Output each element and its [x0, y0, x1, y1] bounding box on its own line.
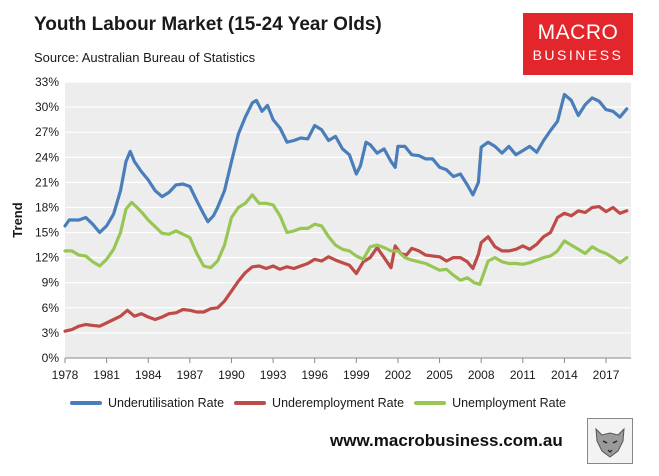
y-tick-label: 0% — [42, 351, 60, 365]
y-tick-label: 24% — [35, 150, 59, 164]
y-tick-label: 27% — [35, 125, 59, 139]
legend-swatch-underemployment — [234, 401, 267, 405]
legend-item-underutilisation: Underutilisation Rate — [70, 396, 224, 410]
legend-label-unemployment: Unemployment Rate — [452, 396, 567, 410]
x-tick-label: 2017 — [593, 368, 620, 382]
legend-item-unemployment: Unemployment Rate — [414, 396, 566, 410]
x-tick-label: 1987 — [177, 368, 204, 382]
x-tick-label: 2002 — [385, 368, 412, 382]
y-tick-label: 3% — [42, 326, 60, 340]
x-tick-label: 2005 — [426, 368, 453, 382]
legend-swatch-underutilisation — [70, 401, 102, 405]
chart-source: Source: Australian Bureau of Statistics — [34, 50, 256, 65]
y-tick-label: 15% — [35, 226, 59, 240]
website-url: www.macrobusiness.com.au — [330, 431, 563, 450]
y-tick-label: 21% — [35, 175, 59, 189]
y-tick-label: 33% — [35, 75, 59, 89]
chart-legend: Underutilisation Rate Underemployment Ra… — [70, 393, 640, 413]
series-line-unemployment — [63, 193, 629, 286]
x-tick-label: 2014 — [551, 368, 578, 382]
x-tick-label: 1978 — [52, 368, 79, 382]
y-axis: 0% 3% 6% 9% 12% 15% 18% 21% 24% 27% 30% 33% — [35, 75, 59, 365]
y-tick-label: 18% — [35, 200, 59, 214]
y-tick-label: 12% — [35, 251, 59, 265]
x-tick-label: 1990 — [218, 368, 245, 382]
series-line-underemployment — [63, 205, 629, 333]
x-tick-label: 2011 — [510, 368, 536, 382]
x-tick-label: 1996 — [301, 368, 328, 382]
y-axis-label: Trend — [10, 202, 25, 237]
chart-title: Youth Labour Market (15-24 Year Olds) — [34, 14, 382, 35]
logo-text-macro: MACRO — [537, 21, 619, 44]
legend-swatch-unemployment — [414, 401, 447, 405]
macrobusiness-logo: MACRO BUSINESS — [523, 13, 633, 75]
y-tick-label: 30% — [35, 100, 59, 114]
y-tick-label: 9% — [42, 276, 60, 290]
x-axis: 1978 1981 1984 1987 1990 1993 1996 1999 2002 2005… — [52, 357, 631, 382]
x-tick-label: 1999 — [343, 368, 370, 382]
x-tick-label: 1993 — [260, 368, 287, 382]
x-tick-label: 2008 — [468, 368, 495, 382]
x-tick-label: 1984 — [135, 368, 162, 382]
wolf-logo-icon — [587, 418, 633, 464]
legend-label-underutilisation: Underutilisation Rate — [108, 396, 225, 410]
series-line-underutilisation — [63, 92, 629, 235]
series-lines — [63, 92, 629, 333]
legend-label-underemployment: Underemployment Rate — [272, 396, 405, 410]
logo-text-business: BUSINESS — [532, 47, 624, 63]
y-tick-label: 6% — [42, 301, 60, 315]
plot-area — [65, 82, 631, 358]
legend-item-underemployment: Underemployment Rate — [234, 396, 404, 410]
x-tick-label: 1981 — [93, 368, 120, 382]
